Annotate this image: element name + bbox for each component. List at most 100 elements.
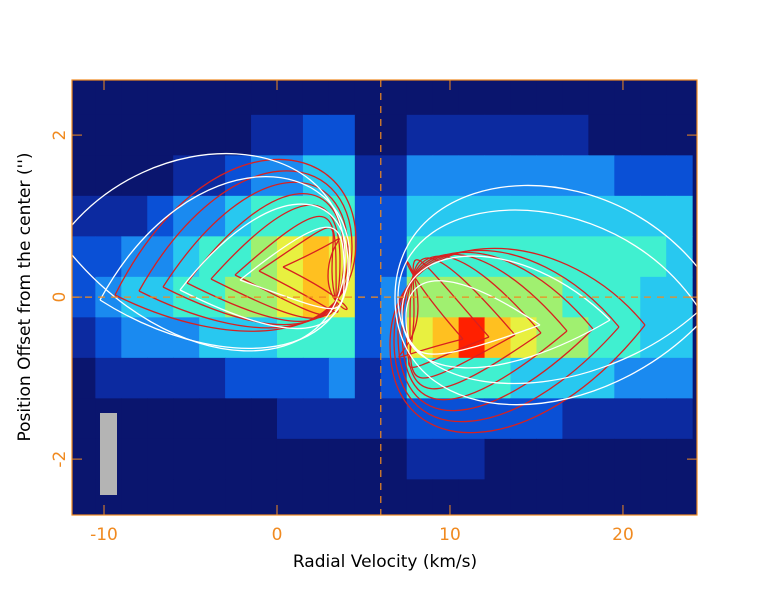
heat-cell (640, 479, 667, 515)
heat-cell (302, 398, 330, 440)
y-tick-label: 0 (50, 292, 70, 303)
heat-cell (147, 114, 174, 156)
contour (408, 259, 490, 368)
heat-cell (432, 80, 460, 116)
heat-cell (458, 195, 486, 237)
heat-cell (225, 398, 252, 440)
heat-cell (121, 479, 148, 515)
heat-cell (614, 398, 641, 440)
heat-cell (95, 357, 122, 399)
heat-cell (225, 114, 252, 156)
heat-cell (72, 438, 96, 480)
heat-cell (614, 438, 641, 480)
heat-cell (458, 155, 486, 197)
heat-cell (536, 479, 563, 515)
heat-cell (614, 317, 641, 359)
heat-cell (121, 317, 148, 359)
heat-cell (302, 236, 330, 278)
contour (258, 227, 339, 313)
heat-cell (72, 398, 96, 440)
heat-cell (458, 80, 486, 116)
contour (99, 176, 351, 349)
contour (397, 251, 594, 412)
heat-cell (614, 195, 641, 237)
heat-cell (588, 114, 615, 156)
contour (72, 153, 346, 352)
heat-cell (640, 155, 667, 197)
heat-cell (406, 80, 434, 116)
heat-cell (588, 438, 615, 480)
heat-cell (380, 438, 408, 480)
heat-cell (251, 398, 278, 440)
contour (179, 203, 349, 330)
y-axis-label: Position Offset from the center ('') (15, 152, 35, 441)
heat-cell (354, 236, 382, 278)
heat-cell (510, 479, 537, 515)
heat-cell (640, 80, 667, 116)
contour (398, 260, 464, 358)
heat-cell (276, 479, 304, 515)
heat-cell (72, 195, 96, 237)
heat-cell (562, 114, 589, 156)
heat-cell (251, 114, 278, 156)
contour (239, 226, 345, 310)
heat-cell (276, 80, 304, 116)
heat-cell (173, 80, 200, 116)
heat-cell (199, 317, 226, 359)
heat-cell (147, 80, 174, 116)
heat-cell (484, 114, 512, 156)
heat-cell (302, 155, 330, 197)
heat-cell (380, 236, 408, 278)
heat-cell (251, 155, 278, 197)
heat-cell (173, 398, 200, 440)
heat-cell (484, 398, 512, 440)
heat-cell (562, 479, 589, 515)
heat-cell (354, 114, 382, 156)
heat-cell (72, 80, 96, 116)
heat-cell (95, 80, 122, 116)
heat-cell (406, 398, 434, 440)
heat-cell (354, 317, 382, 359)
heat-cell (173, 114, 200, 156)
heat-cell (225, 479, 252, 515)
heat-cell (95, 114, 122, 156)
heat-cell (276, 195, 304, 237)
heat-cell (328, 479, 356, 515)
contour (394, 184, 697, 406)
contour (401, 253, 568, 401)
heat-cell (406, 479, 434, 515)
heat-cell (588, 479, 615, 515)
heat-cell (562, 155, 589, 197)
heat-cell (121, 438, 148, 480)
heat-cell (225, 357, 252, 399)
heat-cell (640, 357, 667, 399)
heat-cell (354, 155, 382, 197)
x-tick-label: -10 (90, 525, 118, 545)
heat-cell (354, 479, 382, 515)
heat-cell (510, 195, 537, 237)
heat-cell (121, 236, 148, 278)
heat-cell (354, 398, 382, 440)
heat-cell (458, 114, 486, 156)
heat-cell (510, 155, 537, 197)
heat-cell (614, 236, 641, 278)
heat-cell (95, 195, 122, 237)
heat-cell (302, 438, 330, 480)
heat-cell (562, 80, 589, 116)
heat-cell (458, 438, 486, 480)
heat-cell (95, 155, 122, 197)
contour (138, 170, 353, 329)
heat-cell (72, 155, 96, 197)
heat-cell (380, 398, 408, 440)
heat-cell (536, 236, 563, 278)
heat-cell (147, 479, 174, 515)
heat-cell (251, 80, 278, 116)
heat-cell (328, 357, 356, 399)
heat-cell (302, 80, 330, 116)
heat-cell (173, 155, 200, 197)
heat-cell (199, 479, 226, 515)
heat-cell (173, 479, 200, 515)
heat-cell (432, 155, 460, 197)
heat-cell (72, 317, 96, 359)
